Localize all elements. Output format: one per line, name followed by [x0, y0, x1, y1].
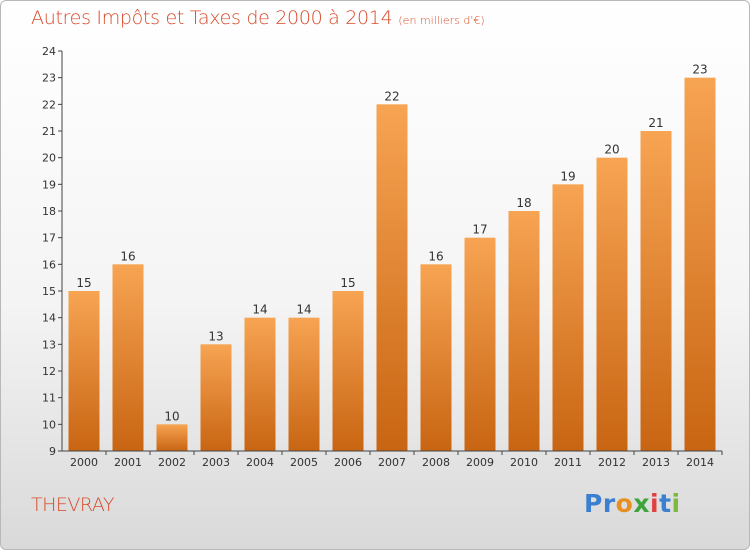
data-label-2009: 17	[472, 223, 487, 237]
x-tick-label: 2013	[642, 456, 670, 469]
data-label-2011: 19	[560, 169, 575, 183]
y-tick-label: 15	[42, 285, 56, 298]
bar-2014	[684, 77, 716, 452]
data-label-2002: 10	[164, 409, 179, 423]
y-tick-label: 24	[42, 45, 56, 58]
data-label-2008: 16	[428, 249, 443, 263]
logo-letter: t	[659, 489, 672, 518]
commune-name: THEVRAY	[31, 494, 114, 516]
x-tick-label: 2006	[334, 456, 362, 469]
data-label-2004: 14	[252, 303, 267, 317]
bars-group: 15 16 10 13 14 14 15 22 16 17 18 19 20 21 23	[68, 63, 716, 452]
x-tick-label: 2011	[554, 456, 582, 469]
bar-2012	[596, 157, 628, 451]
bar-2003	[200, 344, 232, 451]
bar-2002	[156, 424, 188, 451]
y-tick-label: 22	[42, 98, 56, 111]
y-tick-label: 11	[42, 392, 56, 405]
x-tick-label: 2004	[246, 456, 274, 469]
y-tick-label: 9	[49, 445, 56, 458]
y-tick-label: 13	[42, 338, 56, 351]
chart-title: Autres Impôts et Taxes de 2000 à 2014	[31, 7, 393, 29]
logo-letter: i	[671, 489, 681, 518]
logo-letter: r	[602, 489, 616, 518]
y-tick-label: 12	[42, 365, 56, 378]
data-label-2005: 14	[296, 303, 311, 317]
y-tick-label: 10	[42, 418, 56, 431]
x-tick-label: 2000	[70, 456, 98, 469]
data-label-2003: 13	[208, 329, 223, 343]
x-tick-label: 2014	[686, 456, 714, 469]
data-label-2013: 21	[648, 116, 663, 130]
bar-2006	[332, 291, 364, 451]
y-tick-label: 18	[42, 205, 56, 218]
data-label-2014: 23	[692, 63, 707, 77]
data-label-2006: 15	[340, 276, 355, 290]
data-label-2010: 18	[516, 196, 531, 210]
x-tick-label: 2009	[466, 456, 494, 469]
x-tick-label: 2003	[202, 456, 230, 469]
bar-2001	[112, 264, 144, 451]
data-label-2000: 15	[76, 276, 91, 290]
proxiti-logo[interactable]: Proxiti	[584, 489, 681, 518]
x-tick-label: 2010	[510, 456, 538, 469]
logo-letter: x	[633, 489, 650, 518]
data-label-2001: 16	[120, 249, 135, 263]
y-tick-label: 23	[42, 72, 56, 85]
chart-subtitle: (en milliers d'€)	[398, 14, 485, 27]
x-tick-label: 2001	[114, 456, 142, 469]
y-tick-label: 21	[42, 125, 56, 138]
x-tick-label: 2008	[422, 456, 450, 469]
bar-2009	[464, 237, 496, 451]
y-tick-label: 20	[42, 152, 56, 165]
logo-letter: i	[650, 489, 660, 518]
bar-2013	[640, 131, 672, 451]
x-tick-label: 2005	[290, 456, 318, 469]
axes-group: 2000 2001 2002 2003 2004 2005 2006 2007 2008 2009…	[42, 45, 723, 469]
bar-2007	[376, 104, 408, 451]
x-tick-label: 2007	[378, 456, 406, 469]
data-label-2012: 20	[604, 143, 619, 157]
x-tick-label: 2012	[598, 456, 626, 469]
y-tick-label: 17	[42, 232, 56, 245]
bar-2010	[508, 211, 540, 451]
x-tick-label: 2002	[158, 456, 186, 469]
y-tick-label: 14	[42, 312, 56, 325]
chart-title-block: Autres Impôts et Taxes de 2000 à 2014 (en…	[31, 7, 485, 29]
y-tick-label: 19	[42, 178, 56, 191]
y-tick-label: 16	[42, 258, 56, 271]
data-label-2007: 22	[384, 89, 399, 103]
bar-2005	[288, 317, 320, 451]
bar-2000	[68, 291, 100, 451]
bar-2004	[244, 317, 276, 451]
logo-letter: o	[615, 489, 634, 518]
bar-2008	[420, 264, 452, 451]
logo-letter: P	[584, 489, 603, 518]
bar-2011	[552, 184, 584, 452]
